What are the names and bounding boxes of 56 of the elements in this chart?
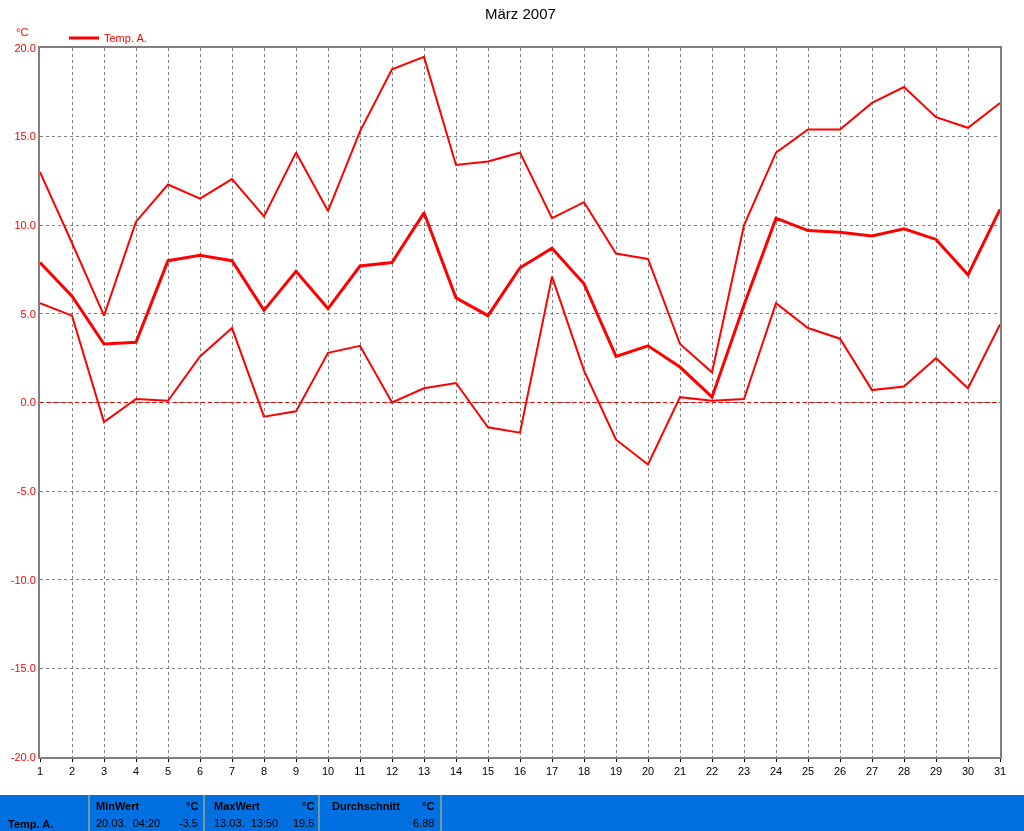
text: 19.5 xyxy=(293,817,315,829)
chart-title: März 2007 xyxy=(485,5,556,22)
y-tick-label: -20.0 xyxy=(10,750,36,763)
x-tick-label: 6 xyxy=(196,765,204,778)
x-tick-label: 1 xyxy=(36,765,44,778)
text: MinWert xyxy=(96,800,140,812)
x-tick-label: 20 xyxy=(641,765,655,778)
y-tick-label: 20.0 xyxy=(14,41,36,54)
x-tick-label: 15 xyxy=(481,765,495,778)
y-tick-label: 0.0 xyxy=(20,396,36,409)
x-tick-label: 8 xyxy=(260,765,268,778)
x-tick-label: 14 xyxy=(449,765,463,778)
y-tick-label: 5.0 xyxy=(20,307,36,320)
text: °C xyxy=(186,800,199,812)
x-tick-label: 2 xyxy=(68,765,76,778)
x-tick-label: 4 xyxy=(132,765,140,778)
text: 6.88 xyxy=(413,817,435,829)
line-series xyxy=(40,55,1000,374)
x-tick-label: 10 xyxy=(321,765,335,778)
x-tick-label: 30 xyxy=(961,765,975,778)
x-tick-label: 11 xyxy=(354,765,366,778)
x-tick-label: 28 xyxy=(897,765,911,778)
y-tick-label: -15.0 xyxy=(10,662,36,675)
text: Temp. A. xyxy=(8,818,54,830)
x-tick-label: 5 xyxy=(164,765,172,778)
x-tick-label: 17 xyxy=(545,765,559,778)
x-tick-label: 12 xyxy=(385,765,399,778)
x-tick-label: 27 xyxy=(865,765,879,778)
y-tick-label: -10.0 xyxy=(10,573,36,586)
x-tick-label: 7 xyxy=(228,765,236,778)
text: 13.03. 13:50 xyxy=(214,817,279,829)
y-tick-label: 15.0 xyxy=(14,130,36,143)
text: Durchschnitt xyxy=(332,800,401,812)
y-axis-title: °C xyxy=(16,26,29,38)
x-tick-label: 31 xyxy=(993,765,1007,778)
x-tick-label: 24 xyxy=(769,765,783,778)
x-tick-label: 21 xyxy=(673,765,687,778)
x-tick-label: 16 xyxy=(513,765,527,778)
x-tick-label: 22 xyxy=(705,765,719,778)
text: °C xyxy=(302,800,315,812)
x-tick-label: 9 xyxy=(292,765,300,778)
x-tick-label: 13 xyxy=(417,765,431,778)
y-tick-label: -5.0 xyxy=(16,484,36,497)
x-tick-label: 26 xyxy=(833,765,847,778)
text: -3.5 xyxy=(179,817,198,829)
x-tick-label: 25 xyxy=(801,765,815,778)
x-tick-label: 3 xyxy=(100,765,108,778)
x-tick-label: 18 xyxy=(577,765,591,778)
x-tick-label: 29 xyxy=(929,765,943,778)
text: MaxWert xyxy=(214,800,260,812)
x-tick-label: 23 xyxy=(737,765,751,778)
text: 20.03. 04:20 xyxy=(96,817,161,829)
x-tick-label: 19 xyxy=(609,765,623,778)
text: °C xyxy=(422,800,435,812)
y-tick-label: 10.0 xyxy=(14,219,36,232)
legend-label: Temp. A. xyxy=(104,32,147,45)
